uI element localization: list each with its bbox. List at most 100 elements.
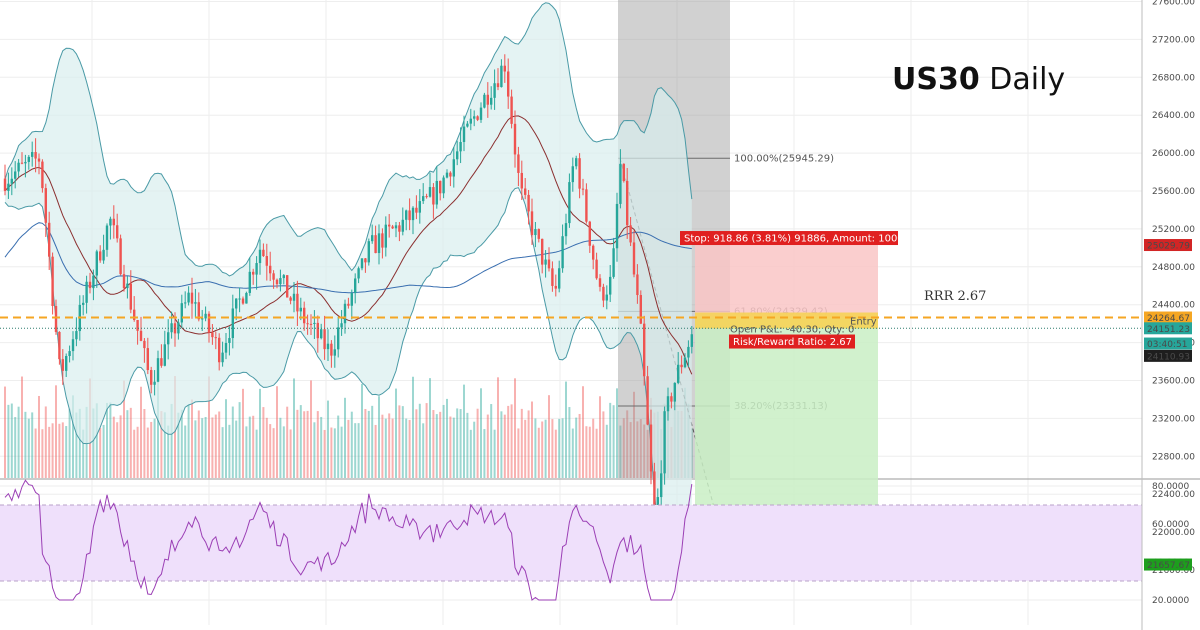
candle-body	[462, 126, 466, 142]
volume-bar	[126, 410, 129, 478]
candle-body	[7, 183, 10, 191]
volume-bar	[262, 407, 265, 478]
volume-bar	[633, 391, 635, 478]
volume-bar	[626, 410, 629, 478]
price-badge-bg	[1144, 337, 1192, 350]
candle-body	[500, 65, 503, 88]
candle-body	[48, 222, 51, 257]
candle-body	[517, 154, 520, 173]
candle-body	[92, 275, 95, 289]
volume-bar	[588, 426, 591, 478]
candle-body	[687, 346, 690, 358]
candle-body	[646, 376, 649, 425]
volume-bar	[17, 406, 20, 478]
volume-bar	[500, 411, 503, 478]
volume-bar	[320, 416, 323, 478]
candle-body	[541, 238, 544, 265]
candle-body	[510, 96, 513, 124]
volume-bar	[102, 424, 105, 478]
candle-body	[585, 189, 588, 222]
candle-body	[449, 172, 452, 177]
volume-bar	[242, 388, 244, 478]
pnl-label: Open P&L: -40.30, Qty: 0	[730, 325, 854, 336]
volume-bar	[636, 421, 639, 478]
candle-body	[170, 323, 173, 333]
candle-body	[367, 241, 370, 263]
candle-body	[496, 83, 500, 88]
candle-body	[211, 332, 214, 338]
candle-body	[632, 242, 636, 275]
candle-body	[476, 116, 479, 120]
candle-body	[245, 292, 248, 304]
volume-bar	[235, 420, 238, 478]
volume-bar	[446, 398, 448, 478]
price-tick: 21600.00	[1152, 566, 1195, 576]
candle-body	[126, 283, 129, 289]
candle-body	[381, 233, 384, 248]
volume-bar	[333, 428, 336, 478]
volume-bar	[517, 428, 520, 478]
price-badge: 03:40:51	[1147, 340, 1187, 350]
candle-body	[343, 303, 347, 324]
fib-label: 100.00%(25945.29)	[734, 153, 834, 164]
volume-bar	[412, 376, 414, 478]
volume-bar	[405, 418, 408, 478]
price-tick: 23200.00	[1152, 414, 1195, 424]
volume-bar	[347, 419, 350, 478]
candle-body	[82, 302, 85, 305]
candle-body	[408, 210, 411, 221]
volume-bar	[514, 378, 516, 478]
volume-bar	[201, 418, 204, 478]
candle-body	[649, 424, 653, 472]
volume-bar	[10, 403, 13, 478]
candle-body	[592, 245, 595, 260]
candle-body	[85, 281, 88, 303]
volume-bar	[639, 419, 642, 478]
volume-bar	[184, 425, 187, 478]
price-badge-bg	[1144, 558, 1192, 571]
candle-body	[146, 348, 149, 371]
candle-body	[388, 224, 391, 227]
volume-bar	[585, 426, 588, 478]
volume-bar	[388, 413, 391, 478]
candle-body	[360, 258, 364, 269]
volume-bar	[129, 407, 132, 478]
candle-body	[578, 158, 581, 189]
volume-bar	[490, 404, 493, 478]
volume-bar	[252, 415, 255, 478]
price-tick: 26400.00	[1152, 111, 1195, 121]
candle-body	[184, 302, 187, 304]
volume-bar	[276, 386, 278, 478]
volume-bar	[289, 429, 292, 478]
volume-bar	[180, 409, 183, 478]
volume-bar	[582, 386, 584, 478]
candle-body	[136, 319, 139, 331]
candle-body	[479, 107, 483, 120]
volume-bar	[551, 419, 554, 478]
candle-body	[116, 225, 119, 239]
ma-short	[4, 115, 693, 375]
volume-bar	[497, 377, 499, 478]
candle-body	[95, 251, 98, 276]
candle-body	[588, 221, 591, 246]
volume-bar	[221, 427, 224, 478]
volume-bar	[68, 408, 71, 478]
volume-bar	[293, 378, 295, 478]
candle-body	[326, 343, 330, 350]
volume-bar	[194, 420, 197, 478]
volume-bar	[602, 411, 605, 478]
volume-bar	[303, 411, 306, 478]
candle-body	[303, 307, 306, 324]
candle-body	[320, 329, 323, 339]
candle-body	[459, 141, 462, 152]
candle-body	[177, 322, 180, 334]
volume-bar	[548, 395, 550, 478]
candle-body	[530, 211, 534, 236]
volume-bar	[14, 417, 17, 478]
candle-body	[575, 158, 578, 167]
volume-bar	[439, 411, 442, 478]
candle-body	[428, 187, 432, 197]
volume-bar	[381, 414, 384, 478]
candle-body	[88, 281, 92, 289]
